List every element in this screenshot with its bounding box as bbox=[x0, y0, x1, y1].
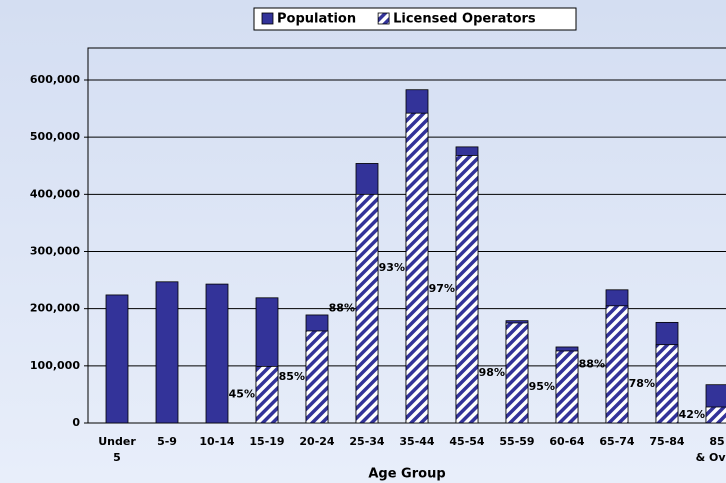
percent-label: 88% bbox=[329, 302, 355, 315]
x-tick-label: 25-34 bbox=[349, 435, 385, 448]
legend-label: Licensed Operators bbox=[393, 12, 536, 27]
x-tick-label: 20-24 bbox=[299, 435, 335, 448]
x-tick-label: 15-19 bbox=[249, 435, 284, 448]
x-tick-label: 85& Over bbox=[696, 435, 726, 464]
y-tick-label: 500,000 bbox=[30, 130, 80, 143]
legend-swatch bbox=[261, 12, 274, 25]
x-tick-label: 75-84 bbox=[649, 435, 685, 448]
x-tick-label: 10-14 bbox=[199, 435, 235, 448]
x-tick-label: Under 5 bbox=[98, 435, 136, 464]
percent-label: 85% bbox=[279, 370, 305, 383]
bar bbox=[305, 330, 329, 424]
x-axis-label: Age Group bbox=[368, 467, 445, 482]
percent-label: 97% bbox=[429, 282, 455, 295]
x-tick-label: 60-64 bbox=[549, 435, 585, 448]
bar bbox=[505, 322, 529, 424]
legend-swatch bbox=[377, 12, 390, 25]
bar bbox=[705, 406, 726, 424]
bar bbox=[455, 155, 479, 424]
percent-label: 93% bbox=[379, 261, 405, 274]
x-tick-label: 45-54 bbox=[449, 435, 485, 448]
x-tick-label: 65-74 bbox=[599, 435, 635, 448]
percent-label: 78% bbox=[629, 377, 655, 390]
y-tick-label: 200,000 bbox=[30, 302, 80, 315]
percent-label: 88% bbox=[579, 357, 605, 370]
bar bbox=[205, 283, 229, 424]
bar bbox=[655, 344, 679, 424]
bar bbox=[155, 281, 179, 424]
legend-label: Population bbox=[277, 12, 356, 27]
legend: Population Licensed Operators bbox=[253, 7, 577, 31]
bar bbox=[255, 366, 279, 424]
bar bbox=[105, 294, 129, 424]
legend-box bbox=[253, 7, 577, 31]
percent-label: 98% bbox=[479, 366, 505, 379]
bar bbox=[605, 305, 629, 424]
percent-label: 95% bbox=[529, 380, 555, 393]
y-tick-label: 100,000 bbox=[30, 359, 80, 372]
x-tick-label: 55-59 bbox=[499, 435, 534, 448]
percent-label: 42% bbox=[679, 408, 705, 421]
y-tick-label: 0 bbox=[72, 416, 80, 429]
x-tick-label: 5-9 bbox=[157, 435, 177, 448]
bar bbox=[405, 112, 429, 424]
bar bbox=[555, 350, 579, 424]
y-tick-label: 300,000 bbox=[30, 245, 80, 258]
bar bbox=[355, 193, 379, 424]
y-tick-label: 600,000 bbox=[30, 73, 80, 86]
y-tick-label: 400,000 bbox=[30, 187, 80, 200]
x-tick-label: 35-44 bbox=[399, 435, 435, 448]
percent-label: 45% bbox=[229, 388, 255, 401]
